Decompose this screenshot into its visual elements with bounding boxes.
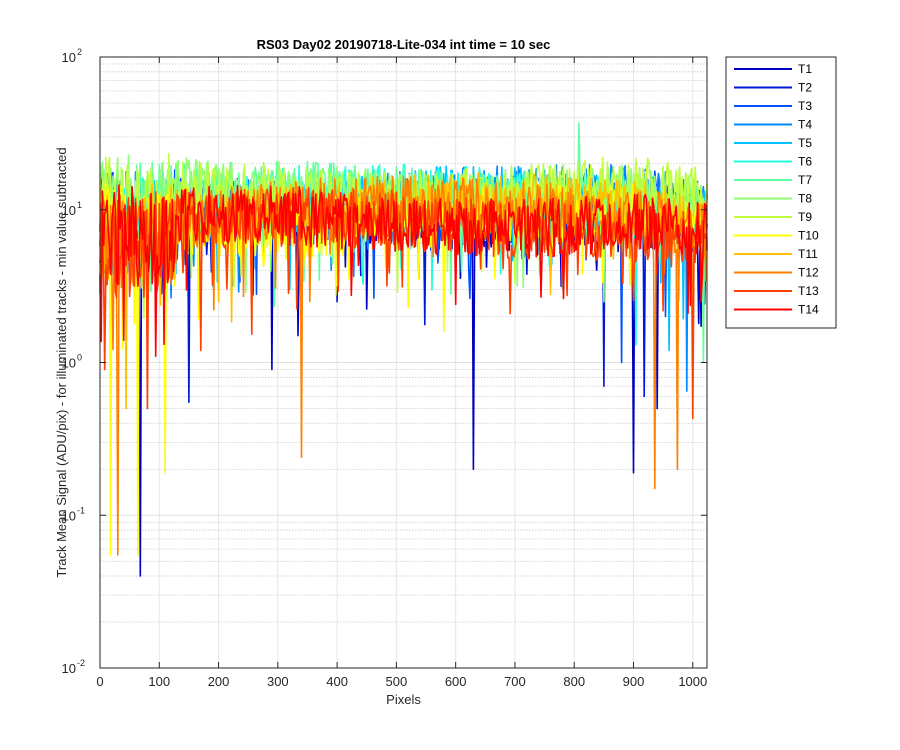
legend-label-t3: T3 [798, 99, 812, 113]
y-tick-label: 10 [62, 50, 76, 65]
legend-label-t12: T12 [798, 266, 819, 280]
series-lines [99, 122, 708, 577]
series-line-t14 [99, 184, 708, 358]
y-tick-exponent: 1 [77, 200, 82, 210]
legend-label-t9: T9 [798, 210, 812, 224]
y-tick-label: 10 [62, 508, 76, 523]
legend-box [725, 56, 837, 329]
legend-label-t14: T14 [798, 303, 819, 317]
legend-label-t6: T6 [798, 155, 812, 169]
x-tick-label: 600 [445, 674, 467, 689]
y-tick-label: 10 [62, 203, 76, 218]
x-tick-label: 700 [504, 674, 526, 689]
legend-label-t5: T5 [798, 136, 812, 150]
x-tick-label: 0 [96, 674, 103, 689]
axis-ticks: 0 100 200 300 400 500 600 700 800 900 100010-210-1… [62, 47, 708, 689]
x-tick-label: 800 [563, 674, 585, 689]
legend-label-t2: T2 [798, 81, 812, 95]
y-tick-exponent: -1 [77, 505, 85, 515]
y-tick-exponent: -2 [77, 658, 85, 668]
y-tick-label: 10 [62, 661, 76, 676]
x-tick-label: 500 [386, 674, 408, 689]
y-tick-exponent: 2 [77, 47, 82, 57]
chart-title: RS03 Day02 20190718-Lite-034 int time = … [257, 37, 551, 52]
x-tick-label: 900 [623, 674, 645, 689]
x-tick-label: 200 [208, 674, 230, 689]
x-tick-label: 400 [326, 674, 348, 689]
legend-label-t10: T10 [798, 229, 819, 243]
y-tick-exponent: 0 [77, 353, 82, 363]
legend-label-t7: T7 [798, 173, 812, 187]
legend-label-t13: T13 [798, 284, 819, 298]
y-tick-label: 10 [62, 356, 76, 371]
legend-label-t11: T11 [798, 247, 818, 261]
x-axis-label: Pixels [386, 692, 421, 707]
series-line-t13 [99, 186, 708, 420]
grid [99, 57, 707, 669]
legend-label-t4: T4 [798, 118, 812, 132]
x-tick-label: 100 [148, 674, 170, 689]
legend-label-t1: T1 [798, 62, 812, 76]
legend-label-t8: T8 [798, 192, 812, 206]
x-tick-label: 300 [267, 674, 289, 689]
legend: T1 T2 T3 T4 T5 T6 T7 T8 T9 T10 T11 T12 T13 T14 [725, 56, 837, 329]
x-tick-label: 1000 [678, 674, 707, 689]
y-axis-label: Track Mean Signal (ADU/pix) - for illumi… [54, 147, 69, 577]
